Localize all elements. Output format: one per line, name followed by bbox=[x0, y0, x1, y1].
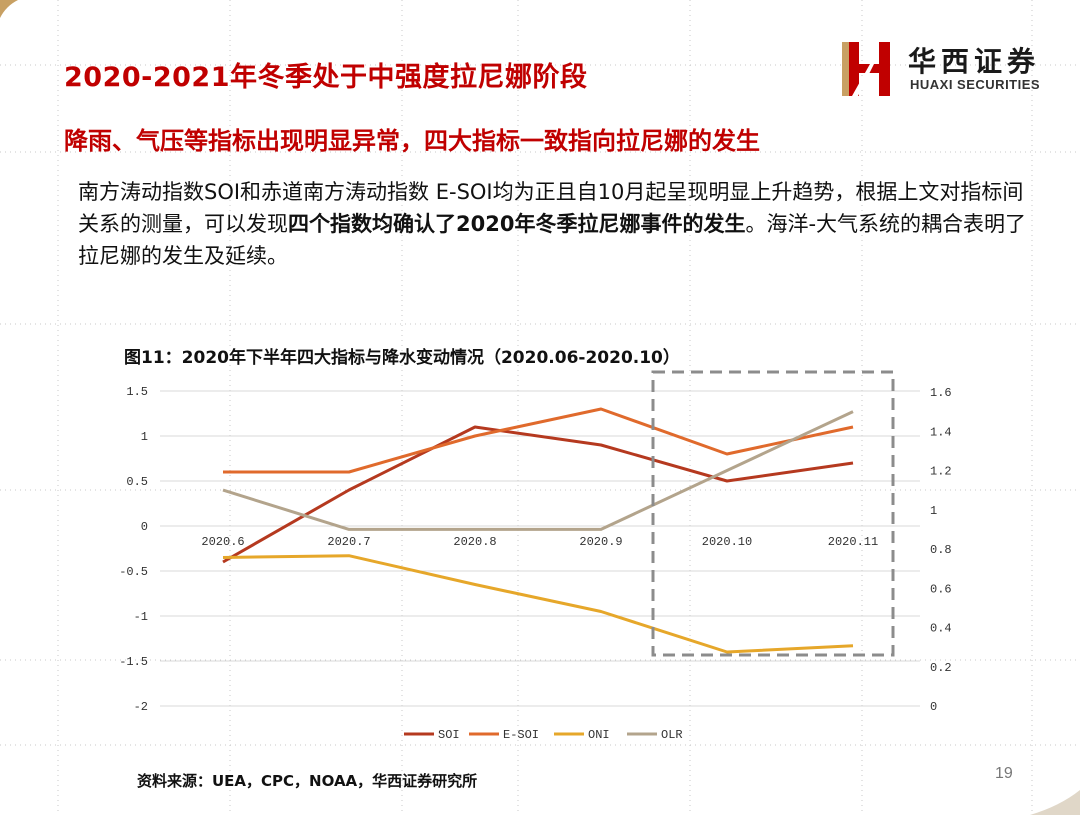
y-right-tick-label: 0 bbox=[930, 700, 937, 714]
series-line-oni bbox=[222, 554, 854, 654]
highlight-box bbox=[651, 370, 895, 657]
y-left-tick-label: -1.5 bbox=[119, 655, 148, 669]
y-left-tick-label: -2 bbox=[134, 700, 148, 714]
y-left-tick-label: 0.5 bbox=[126, 475, 148, 489]
series-line-olr bbox=[222, 410, 854, 531]
y-right-tick-label: 1 bbox=[930, 504, 937, 518]
huaxi-logo-mark bbox=[842, 42, 890, 96]
para-text-1: 南方涛动指数SOI和赤道南方涛动指数 E-SOI均为正且自10月起呈现明显上升趋… bbox=[78, 180, 1024, 236]
y-right-tick-label: 0.8 bbox=[930, 543, 952, 557]
y-right-tick-label: 0.2 bbox=[930, 661, 952, 675]
y-left-tick-label: 1.5 bbox=[126, 385, 148, 399]
y-left-tick-label: 0 bbox=[141, 520, 148, 534]
y-left-tick-label: -0.5 bbox=[119, 565, 148, 579]
series-line-esoi bbox=[223, 407, 854, 474]
page-subtitle: 降雨、气压等指标出现明显异常，四大指标一致指向拉尼娜的发生 bbox=[64, 127, 760, 155]
legend-label: SOI bbox=[438, 728, 460, 742]
x-tick-label: 2020.7 bbox=[327, 535, 370, 549]
page-title: 2020-2021年冬季处于中强度拉尼娜阶段 bbox=[64, 62, 588, 93]
legend-label: E-SOI bbox=[503, 728, 539, 742]
y-right-tick-label: 1.2 bbox=[930, 465, 952, 479]
logo-english-name: HUAXI SECURITIES bbox=[910, 77, 1041, 92]
para-text-bold: 四个指数均确认了2020年冬季拉尼娜事件的发生 bbox=[288, 212, 746, 236]
body-paragraph: 南方涛动指数SOI和赤道南方涛动指数 E-SOI均为正且自10月起呈现明显上升趋… bbox=[78, 176, 1038, 272]
y-right-tick-label: 1.4 bbox=[930, 425, 952, 439]
y-left-tick-label: 1 bbox=[141, 430, 148, 444]
y-right-tick-label: 1.6 bbox=[930, 386, 952, 400]
logo-chinese-name: 华西证券 bbox=[908, 45, 1041, 78]
page-number: 19 bbox=[995, 765, 1013, 782]
para-text-2: 。海洋-大气系统的耦合表明了拉尼娜的发生及延续。 bbox=[78, 212, 1027, 268]
legend-label: ONI bbox=[588, 728, 610, 742]
chart-title: 图11：2020年下半年四大指标与降水变动情况（2020.06-2020.10） bbox=[124, 348, 680, 368]
x-tick-label: 2020.11 bbox=[828, 535, 878, 549]
x-tick-label: 2020.6 bbox=[201, 535, 244, 549]
x-tick-label: 2020.8 bbox=[453, 535, 496, 549]
y-right-tick-label: 0.6 bbox=[930, 582, 952, 596]
y-right-tick-label: 0.4 bbox=[930, 622, 952, 636]
y-left-tick-label: -1 bbox=[134, 610, 148, 624]
x-tick-label: 2020.9 bbox=[579, 535, 622, 549]
x-tick-label: 2020.10 bbox=[702, 535, 752, 549]
series-line-soi bbox=[222, 425, 854, 564]
source-note: 资料来源：UEA，CPC，NOAA，华西证券研究所 bbox=[137, 772, 478, 790]
legend-label: OLR bbox=[661, 728, 683, 742]
